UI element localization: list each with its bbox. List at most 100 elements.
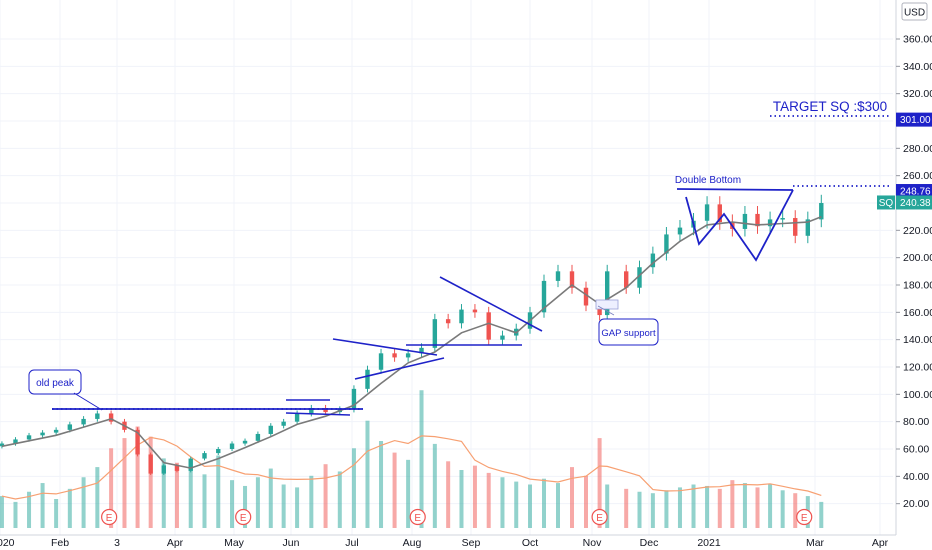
volume-bar [135,426,140,528]
candle-body [281,421,286,426]
volume-bar [664,490,669,528]
volume-bar [730,480,735,528]
candle-body [229,443,235,449]
earnings-marker[interactable]: E [409,508,426,526]
earnings-label: E [106,513,113,524]
volume-bar [27,491,32,528]
grid [0,0,893,535]
gap-support-pointer [597,305,615,316]
trendline-drawings[interactable]: old peak GAP support Double Bottom TARGE… [28,99,890,416]
volume-bar [40,483,45,528]
volume-bar [392,452,397,528]
candle-body [242,440,248,444]
earnings-marker[interactable]: E [591,508,608,526]
volume-bar [419,390,424,528]
gap-support-callout[interactable] [598,318,659,346]
volume-bar [337,471,342,528]
time-tick-label: Oct [522,537,538,549]
currency-button-box[interactable] [901,2,928,21]
volume-bar [81,477,86,528]
volume-bar [379,441,384,528]
candle-body [717,204,722,223]
double-bottom-label: Double Bottom [675,175,741,186]
wedge-top-line[interactable] [439,276,543,332]
volume-bar [122,438,127,528]
candle-body [742,213,748,229]
time-axis[interactable]: 020 Feb 3 Apr May Jun Jul Aug Sep Oct Nov Dec 2021 Ma… [0,534,896,549]
earnings-circle[interactable] [101,508,118,526]
candle-body [597,305,602,316]
volume-bar [624,488,629,528]
candle-body [108,413,114,422]
volume-bar [67,488,72,528]
earnings-circle[interactable] [235,508,252,526]
candle-body [40,432,45,436]
candle-body [202,453,207,459]
candle-body [664,234,669,254]
price-label-box [896,195,932,210]
triangle-top-line[interactable] [332,338,438,356]
triangle-bottom-line[interactable] [354,357,445,380]
candle-body [26,435,32,440]
earnings-marker[interactable]: E [101,508,118,526]
earnings-circle[interactable] [796,508,813,526]
volume-bar [705,485,710,528]
volume-bar [556,483,560,528]
time-tick-label: Apr [167,537,184,549]
price-tick-label: 80.00 [903,416,929,428]
volume-bar [216,455,221,528]
volume-bar [54,499,59,528]
candle-body [419,347,424,354]
candle-body [445,319,451,324]
time-tick-label: May [224,537,245,549]
candle-body [459,309,464,324]
candle-body [148,454,153,474]
double-bottom-neckline[interactable] [676,188,794,191]
volume-bar [174,462,179,528]
symbol-tag [877,195,895,210]
gap-box[interactable] [595,299,619,310]
flag-bottom-line[interactable] [285,412,351,416]
double-bottom-pattern[interactable] [685,189,794,262]
volume-bar [755,487,760,528]
candle-body [486,312,491,340]
price-tick-label: 280.00 [903,143,932,155]
volume-bar [109,448,114,528]
price-tick-label: 120.00 [903,361,932,373]
old-peak-callout[interactable] [28,369,82,395]
candle-body [351,388,357,410]
volume-bar [486,472,491,528]
price-tick-label: 340.00 [903,61,932,73]
earnings-label: E [240,513,247,524]
volume-bar [268,468,273,528]
time-tick-label: Sep [462,537,481,549]
price-tick-label: 20.00 [903,498,929,510]
old-peak-pointer [73,392,103,411]
symbol-tag-label: SQ [879,198,894,209]
currency-button[interactable]: USD [901,2,928,21]
candle-body [555,271,561,281]
price-tick-label: 200.00 [903,252,932,264]
candle-body [67,424,73,430]
candle-body [637,267,642,288]
volume-bar [514,481,519,528]
earnings-marker[interactable]: E [235,508,252,526]
volume-bar [597,438,602,528]
price-label-box [896,112,932,127]
earnings-circle[interactable] [409,508,426,526]
earnings-marker[interactable]: E [796,508,813,526]
candle-body [432,319,438,348]
candle-body [135,429,140,455]
price-tick-label: 40.00 [903,471,929,483]
earnings-circle[interactable] [591,508,608,526]
candle-body [13,439,18,444]
candle-body [650,253,656,268]
time-tick-label: Feb [51,537,69,549]
gap-support-label: GAP support [601,328,656,339]
price-tick-label: 60.00 [903,443,929,455]
currency-button-label: USD [904,8,925,19]
